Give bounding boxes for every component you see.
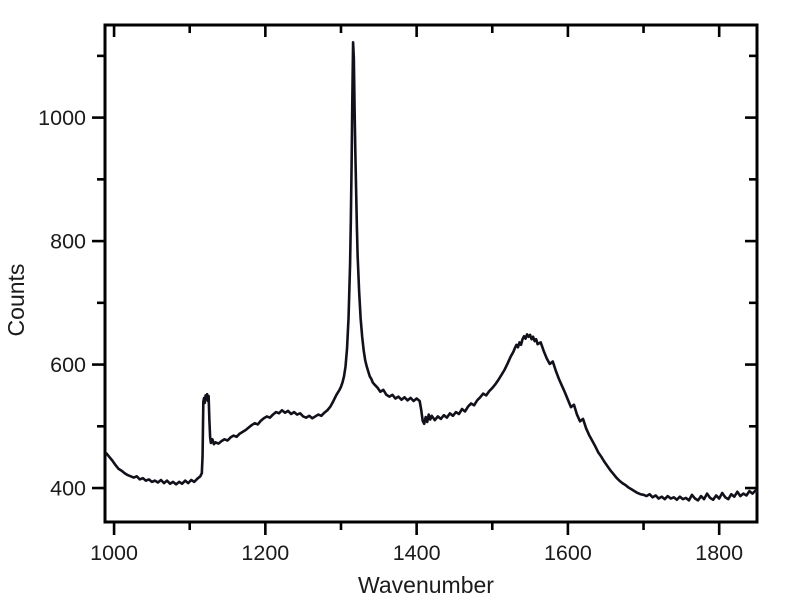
y-tick-label: 600 xyxy=(50,353,86,377)
x-tick-label: 1000 xyxy=(90,541,138,565)
x-tick-label: 1800 xyxy=(695,541,743,565)
x-tick-label: 1600 xyxy=(544,541,592,565)
y-tick-label: 800 xyxy=(50,230,86,254)
spectrum-line xyxy=(105,40,759,502)
y-tick-label: 1000 xyxy=(38,106,86,130)
y-axis-title: Counts xyxy=(3,264,29,337)
x-axis-title: Wavenumber xyxy=(358,572,494,598)
axes-frame xyxy=(103,23,759,524)
y-tick-label: 400 xyxy=(50,477,86,501)
x-tick-label: 1400 xyxy=(393,541,441,565)
x-tick-label: 1200 xyxy=(241,541,289,565)
